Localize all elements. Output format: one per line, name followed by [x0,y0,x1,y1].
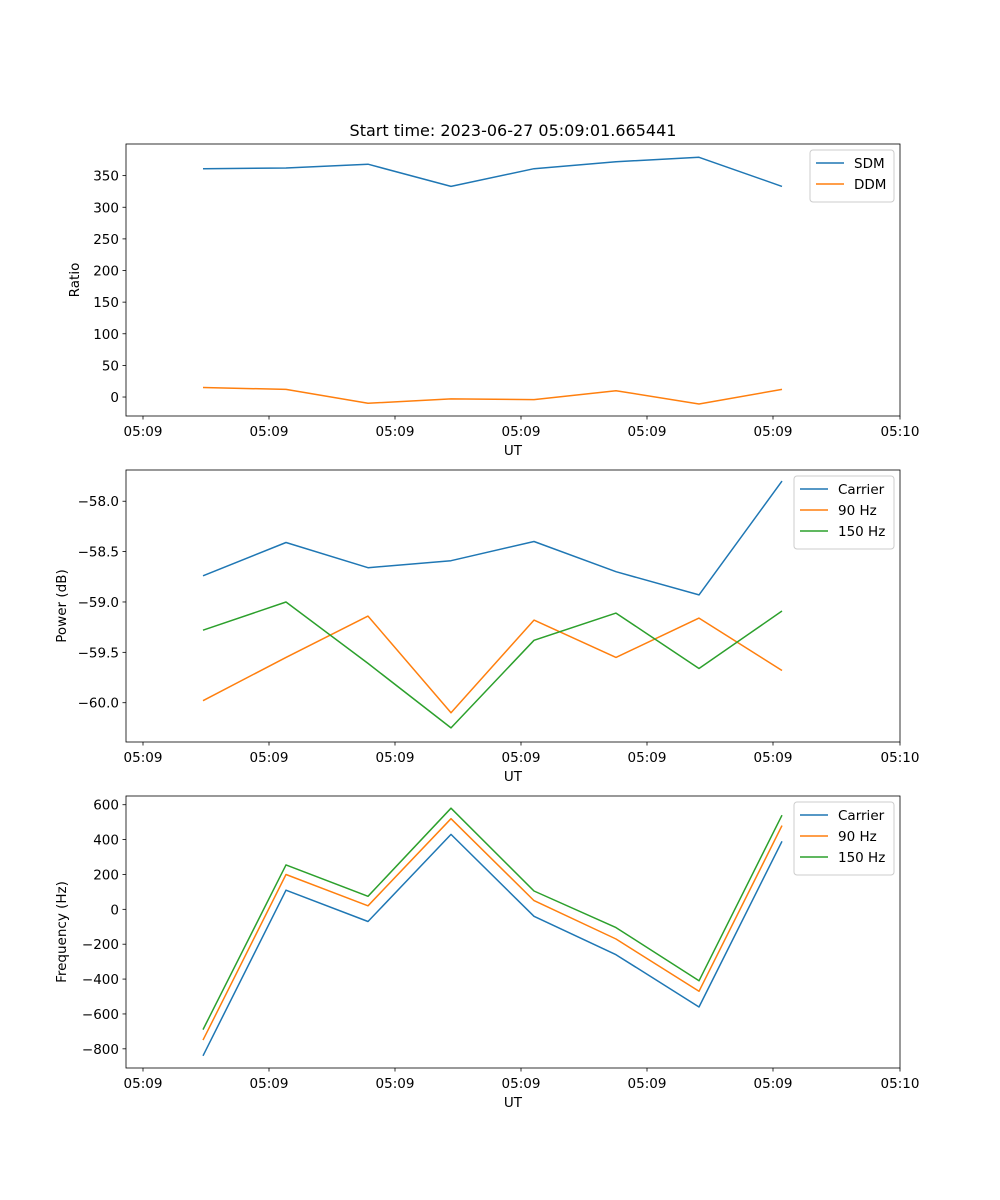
y-tick-label: 200 [93,867,119,883]
y-tick-label: 150 [93,295,119,311]
x-tick-label: 05:09 [124,424,163,440]
y-tick-label: −59.5 [78,645,119,661]
legend-label: Carrier [838,482,885,498]
x-tick-label: 05:09 [754,750,793,766]
y-tick-label: 50 [102,358,119,374]
x-axis-label: UT [504,1095,523,1111]
y-tick-label: −400 [82,972,119,988]
series-line-carrier [202,480,783,596]
y-tick-label: −600 [82,1007,119,1023]
chart-panel-3: −800 −600 −400 −200 0 200 400 600 05:09 05:09 05:0… [54,795,920,1111]
y-axis-label: Power (dB) [54,569,70,642]
x-tick-label: 05:09 [124,750,163,766]
y-tick-label: 0 [110,390,119,406]
series-line-90-hz [202,615,783,714]
y-tick-label: −60.0 [78,696,119,712]
y-tick-label: −800 [82,1042,119,1058]
x-axis-label: UT [504,443,523,459]
series-line-150-hz [202,807,783,1030]
legend-label: Carrier [838,808,885,824]
x-tick-label: 05:09 [376,424,415,440]
legend-label: 150 Hz [838,524,885,540]
legend-label: SDM [854,156,885,172]
legend: Carrier 90 Hz 150 Hz [793,475,895,550]
legend-label: DDM [854,177,886,193]
x-tick-label: 05:09 [754,1076,793,1092]
x-tick-label: 05:09 [502,750,541,766]
chart-panel-2: −60.0 −59.5 −59.0 −58.5 −58.0 05:09 05:09 05:09… [54,469,920,785]
legend: Carrier 90 Hz 150 Hz [793,801,895,876]
x-tick-label: 05:09 [250,750,289,766]
panels: 0 50 100 150 200 250 300 350 05:09 05:09 05:09 05:0… [54,143,920,1111]
x-tick-label: 05:09 [376,1076,415,1092]
axes-frame [125,795,901,1069]
y-tick-label: 0 [110,902,119,918]
y-tick-label: 400 [93,833,119,849]
chart-panel-1: 0 50 100 150 200 250 300 350 05:09 05:09 05:09 05:0… [67,143,920,459]
y-tick-label: −58.5 [78,545,119,561]
y-axis-label: Ratio [67,263,83,298]
legend: SDM DDM [809,149,895,203]
x-tick-label: 05:09 [754,424,793,440]
y-tick-label: 600 [93,798,119,814]
x-tick-label: 05:09 [628,1076,667,1092]
x-tick-label: 05:09 [502,424,541,440]
y-tick-label: 100 [93,327,119,343]
y-tick-label: 300 [93,200,119,216]
x-axis-label: UT [504,769,523,785]
figure-title: Start time: 2023-06-27 05:09:01.665441 [350,121,677,140]
y-tick-label: 200 [93,264,119,280]
x-tick-label: 05:10 [881,750,920,766]
series-line-sdm [202,156,783,188]
legend-label: 90 Hz [838,503,877,519]
y-tick-label: −59.0 [78,595,119,611]
y-tick-label: −200 [82,937,119,953]
x-tick-label: 05:09 [628,424,667,440]
x-tick-label: 05:10 [881,1076,920,1092]
series-line-150-hz [202,601,783,729]
x-tick-label: 05:09 [628,750,667,766]
x-tick-label: 05:09 [250,424,289,440]
legend-label: 90 Hz [838,829,877,845]
x-tick-label: 05:09 [124,1076,163,1092]
x-tick-label: 05:09 [376,750,415,766]
series-line-ddm [202,386,783,405]
series-line-90-hz [202,817,783,1041]
y-tick-label: 250 [93,232,119,248]
y-tick-label: −58.0 [78,494,119,510]
y-tick-label: 350 [93,169,119,185]
x-tick-label: 05:09 [250,1076,289,1092]
axes-frame [125,469,901,743]
legend-label: 150 Hz [838,850,885,866]
y-axis-label: Frequency (Hz) [54,881,70,983]
x-tick-label: 05:10 [881,424,920,440]
axes-frame [125,143,901,417]
x-tick-label: 05:09 [502,1076,541,1092]
series-line-carrier [202,833,783,1057]
